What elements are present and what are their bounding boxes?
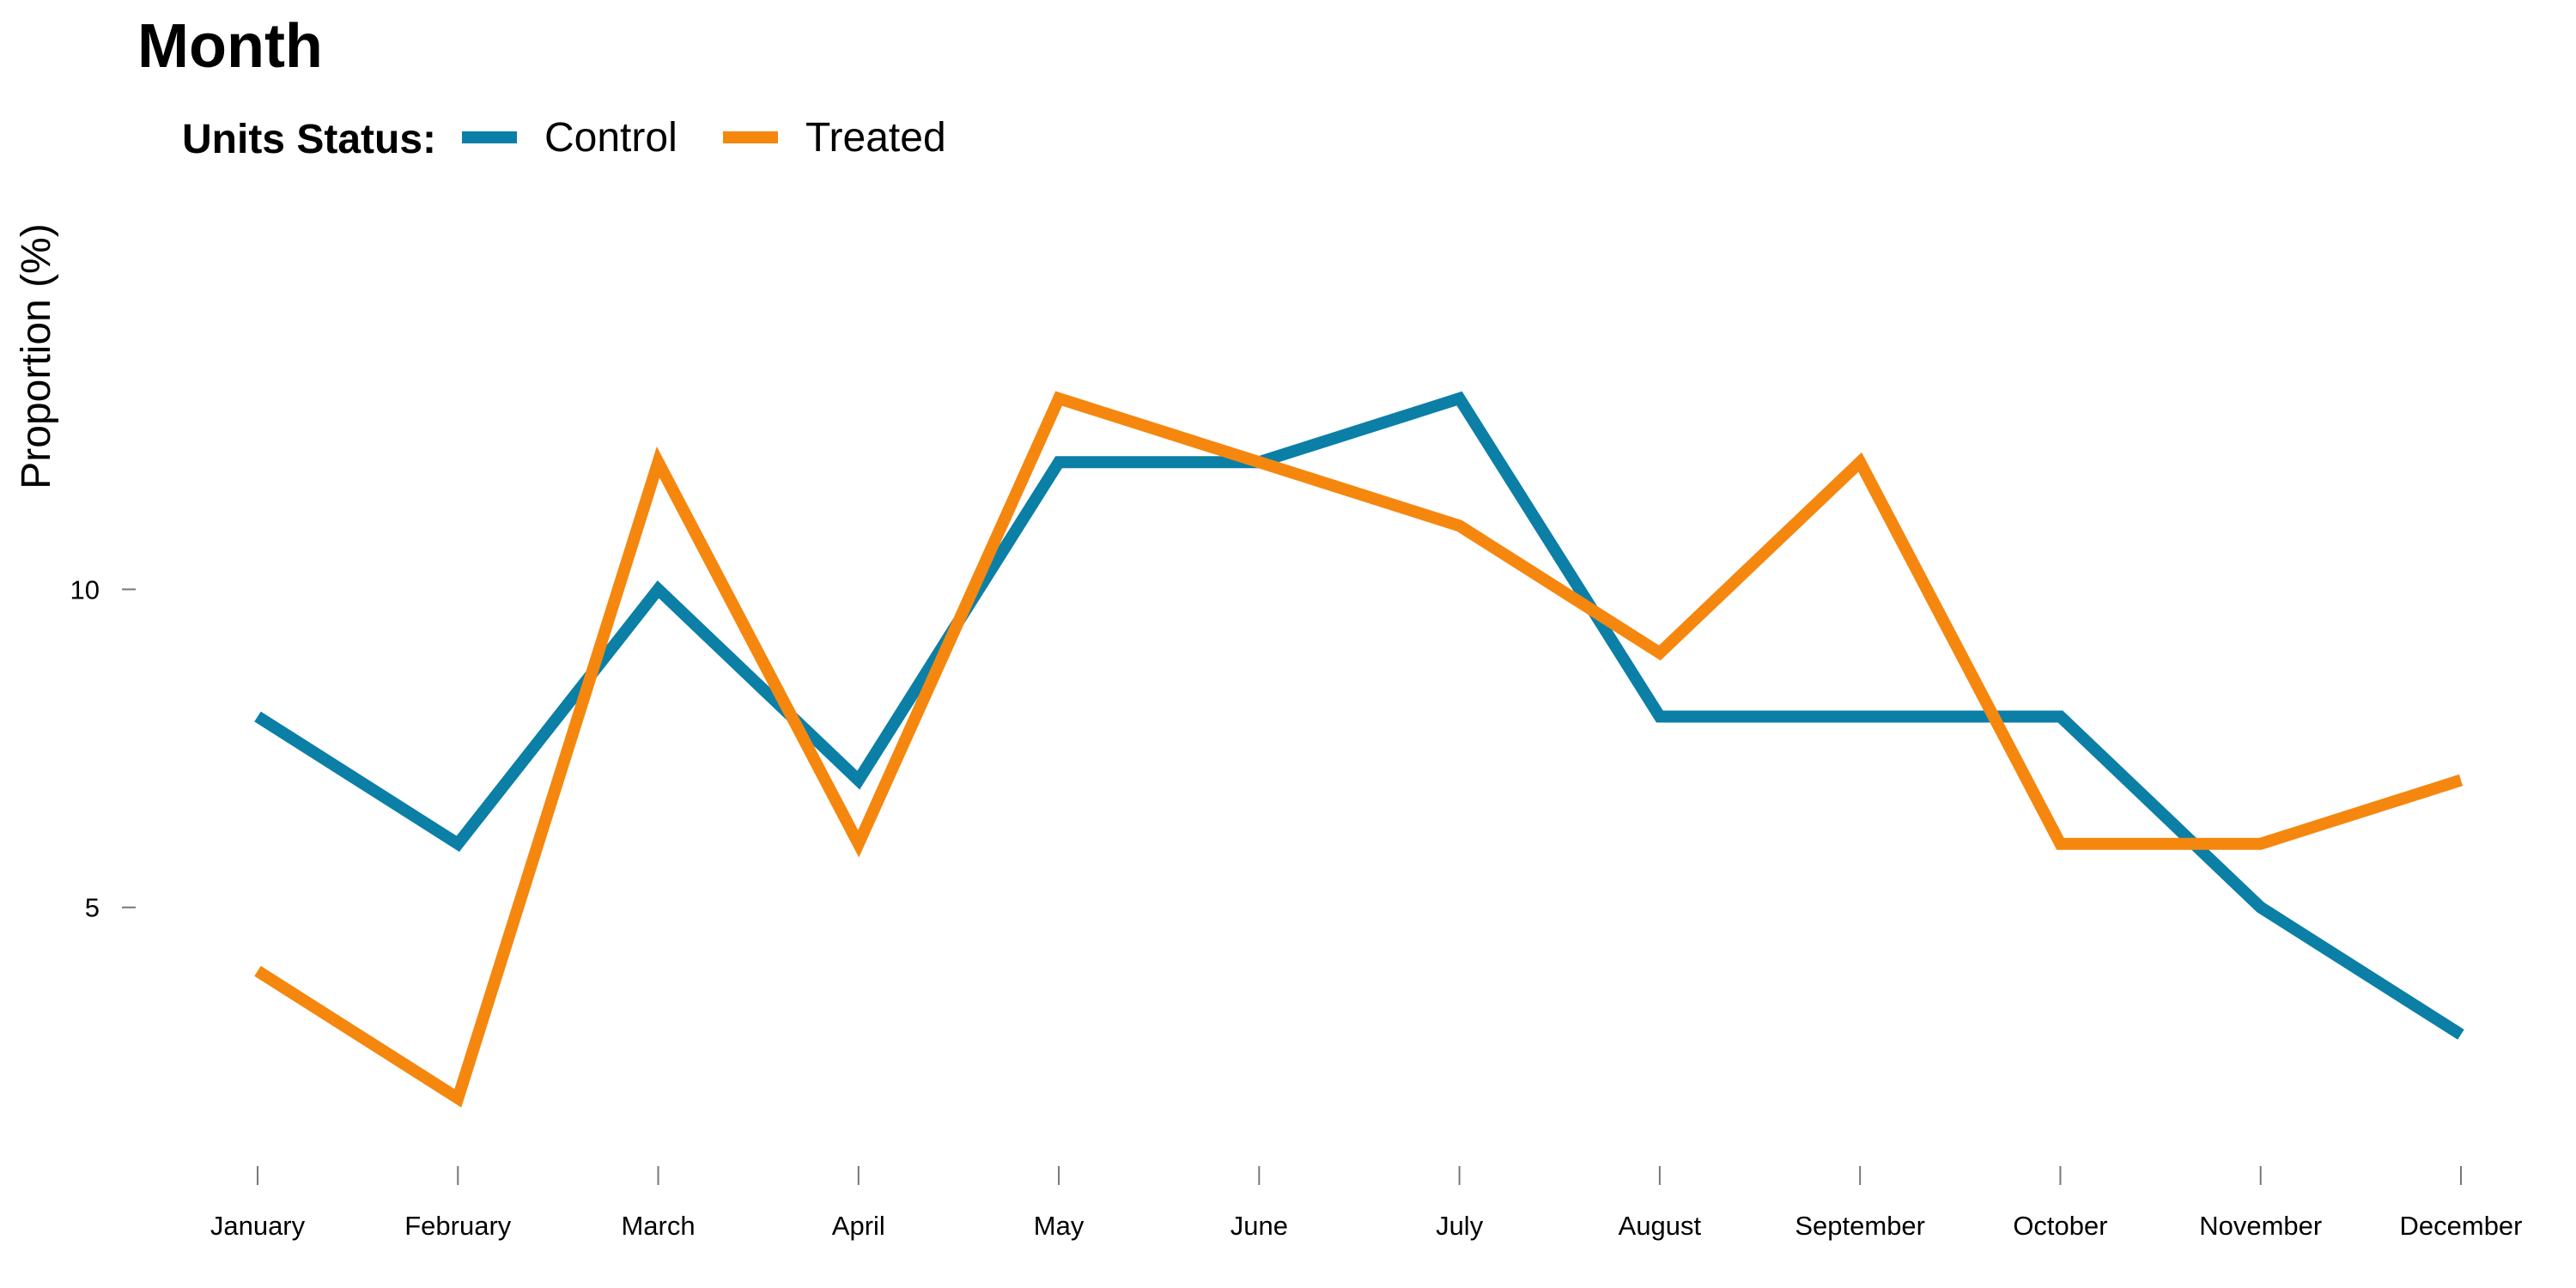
x-axis: January February March April May June July Augu…	[210, 1166, 2523, 1241]
x-tick-label-november: November	[2199, 1211, 2322, 1241]
series-line-treated	[254, 391, 2464, 1108]
x-tick-label-october: October	[2013, 1211, 2107, 1241]
series-treated	[254, 391, 2464, 1108]
x-tick-label-january: January	[210, 1211, 306, 1241]
y-tick-label-5: 5	[85, 893, 100, 923]
y-axis-label: Proportion (%)	[14, 223, 59, 489]
series-control	[254, 391, 2464, 1040]
x-tick-label-june: June	[1230, 1211, 1288, 1241]
series-line-control	[254, 391, 2464, 1040]
legend-item-treated: Treated	[723, 115, 946, 161]
chart-title: Month	[137, 12, 323, 81]
legend-label-control: Control	[544, 115, 677, 161]
y-tick-label-10: 10	[70, 574, 100, 605]
legend-title: Units Status:	[182, 117, 436, 162]
x-tick-label-march: March	[621, 1211, 695, 1241]
series-group	[254, 391, 2464, 1108]
legend: Units Status: Control Treated	[182, 115, 946, 162]
x-tick-label-may: May	[1034, 1211, 1084, 1241]
legend-items: Control Treated	[462, 115, 946, 161]
x-tick-label-august: August	[1619, 1211, 1702, 1241]
legend-label-treated: Treated	[805, 115, 946, 161]
x-tick-label-february: February	[404, 1211, 512, 1241]
x-tick-label-july: July	[1436, 1211, 1484, 1241]
x-tick-label-december: December	[2400, 1211, 2523, 1241]
x-tick-label-september: September	[1795, 1211, 1925, 1241]
y-axis: 5 10	[70, 574, 136, 923]
x-tick-label-april: April	[832, 1211, 885, 1241]
legend-item-control: Control	[462, 115, 677, 161]
